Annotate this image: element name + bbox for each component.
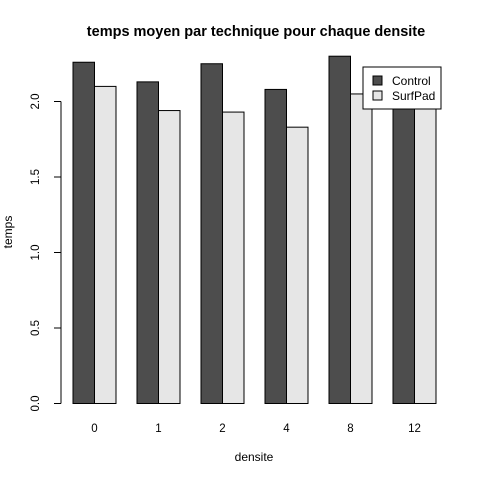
bar-surfpad-1 xyxy=(158,110,181,404)
bar-surfpad-8 xyxy=(350,93,373,404)
bar-surfpad-2 xyxy=(222,111,245,404)
bar-control-12 xyxy=(392,91,415,404)
legend-box xyxy=(362,66,442,110)
bar-control-2 xyxy=(200,63,223,404)
y-tick-label: 0.5 xyxy=(30,320,42,336)
x-tick-label: 8 xyxy=(347,423,353,435)
x-tick-labels: 0 1 2 4 8 12 xyxy=(91,423,421,435)
bars-group xyxy=(72,55,437,405)
y-tick-label: 2.0 xyxy=(30,94,42,110)
x-tick-label: 0 xyxy=(91,423,97,435)
x-axis-label: densite xyxy=(235,450,274,464)
x-tick-label: 1 xyxy=(155,423,161,435)
x-tick-label: 4 xyxy=(283,423,290,435)
legend-label-control: Control xyxy=(392,74,431,88)
bar-control-1 xyxy=(136,81,159,405)
bar-control-8 xyxy=(328,55,351,404)
legend-swatch-surfpad xyxy=(372,90,383,101)
bar-surfpad-12 xyxy=(414,85,437,405)
chart-title: temps moyen par technique pour chaque de… xyxy=(87,24,425,40)
bar-surfpad-0 xyxy=(94,85,117,405)
x-tick-label: 2 xyxy=(219,423,225,435)
y-tick-label: 1.5 xyxy=(30,169,42,185)
bar-surfpad-4 xyxy=(286,126,309,404)
legend-swatch-control xyxy=(372,75,383,86)
y-tick-label: 1.0 xyxy=(30,245,42,261)
y-axis: 0.0 0.5 1.0 1.5 2.0 xyxy=(30,94,62,412)
bar-control-4 xyxy=(264,88,287,404)
bar-control-0 xyxy=(72,61,95,405)
y-axis-label: temps xyxy=(1,216,15,249)
x-tick-label: 12 xyxy=(408,423,421,435)
y-tick-label: 0.0 xyxy=(30,396,42,412)
legend-label-surfpad: SurfPad xyxy=(392,89,435,103)
